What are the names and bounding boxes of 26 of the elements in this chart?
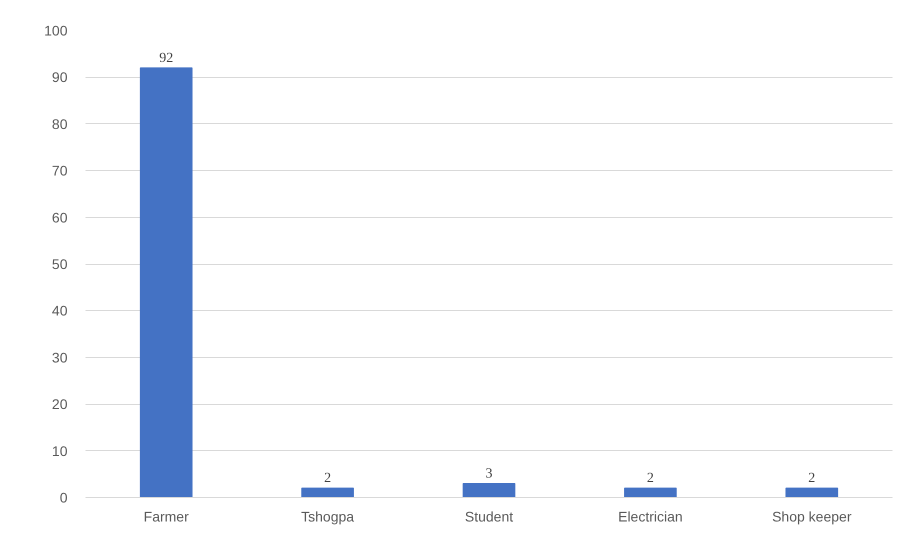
- x-tick-label: Student: [464, 508, 514, 524]
- y-tick-label: 70: [52, 162, 68, 179]
- y-tick-label: 40: [52, 302, 68, 319]
- bar: [624, 488, 677, 498]
- y-tick-label: 100: [44, 22, 68, 38]
- y-tick-label: 90: [52, 69, 68, 86]
- y-tick-label: 0: [60, 490, 68, 506]
- y-tick-label: 60: [52, 209, 68, 226]
- x-tick-label: Tshogpa: [301, 508, 354, 524]
- bar: [140, 67, 193, 498]
- y-tick-label: 30: [52, 349, 68, 366]
- data-label: 2: [646, 471, 654, 486]
- y-tick-label: 80: [52, 116, 68, 132]
- x-tick-label: Shop keeper: [772, 508, 852, 524]
- y-tick-label: 50: [52, 256, 68, 272]
- x-tick-label: Electrician: [618, 508, 683, 524]
- data-label: 2: [324, 471, 332, 486]
- data-label: 3: [486, 466, 492, 482]
- bar: [301, 488, 354, 498]
- y-tick-label: 10: [52, 442, 68, 459]
- bar: [785, 488, 838, 498]
- bar: [462, 482, 516, 498]
- y-tick-label: 20: [52, 396, 68, 412]
- data-label: 92: [159, 50, 174, 66]
- data-label: 2: [808, 471, 816, 486]
- x-tick-label: Farmer: [144, 508, 190, 524]
